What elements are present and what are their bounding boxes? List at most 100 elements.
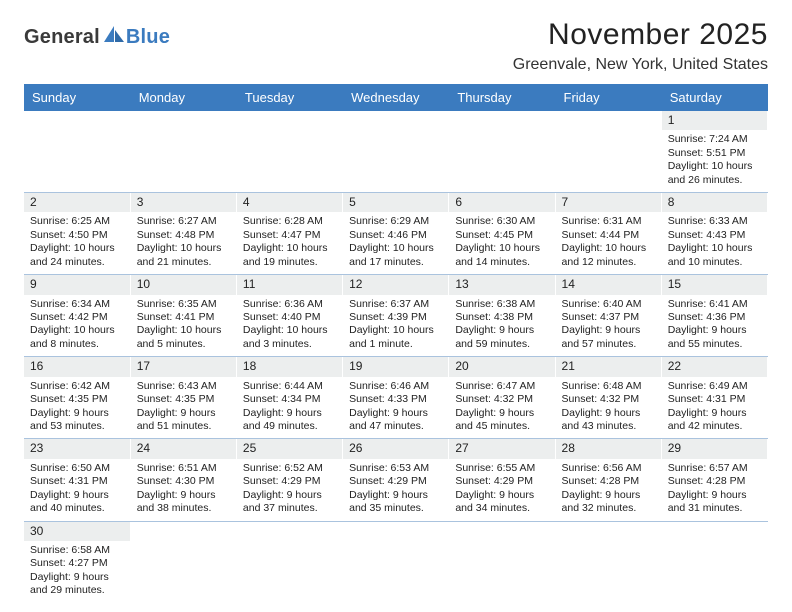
- page-subtitle: Greenvale, New York, United States: [513, 56, 768, 74]
- sunset-text: Sunset: 4:33 PM: [349, 393, 442, 406]
- daylight-text: Daylight: 10 hours and 1 minute.: [349, 324, 442, 351]
- calendar-day-cell: 23Sunrise: 6:50 AMSunset: 4:31 PMDayligh…: [24, 439, 130, 521]
- calendar-table: Sunday Monday Tuesday Wednesday Thursday…: [24, 84, 768, 603]
- calendar-day-cell: 24Sunrise: 6:51 AMSunset: 4:30 PMDayligh…: [130, 439, 236, 521]
- logo: General Blue: [24, 18, 170, 49]
- calendar-day-cell: .: [449, 521, 555, 603]
- day-body: Sunrise: 6:37 AMSunset: 4:39 PMDaylight:…: [343, 295, 448, 357]
- calendar-day-cell: .: [343, 111, 449, 193]
- sunset-text: Sunset: 4:32 PM: [562, 393, 655, 406]
- calendar-day-cell: .: [343, 521, 449, 603]
- daylight-text: Daylight: 10 hours and 10 minutes.: [668, 242, 761, 269]
- calendar-day-cell: .: [130, 521, 236, 603]
- day-body: Sunrise: 6:57 AMSunset: 4:28 PMDaylight:…: [662, 459, 767, 521]
- calendar-day-cell: 7Sunrise: 6:31 AMSunset: 4:44 PMDaylight…: [555, 193, 661, 275]
- day-body: Sunrise: 6:27 AMSunset: 4:48 PMDaylight:…: [131, 212, 236, 274]
- sunrise-text: Sunrise: 6:44 AM: [243, 380, 336, 393]
- daylight-text: Daylight: 9 hours and 55 minutes.: [668, 324, 761, 351]
- sunrise-text: Sunrise: 6:58 AM: [30, 544, 124, 557]
- sunrise-text: Sunrise: 7:24 AM: [668, 133, 761, 146]
- calendar-day-cell: 14Sunrise: 6:40 AMSunset: 4:37 PMDayligh…: [555, 275, 661, 357]
- daylight-text: Daylight: 9 hours and 40 minutes.: [30, 489, 124, 516]
- day-number: 3: [131, 193, 236, 212]
- sunrise-text: Sunrise: 6:25 AM: [30, 215, 124, 228]
- day-body: Sunrise: 6:41 AMSunset: 4:36 PMDaylight:…: [662, 295, 767, 357]
- calendar-day-cell: .: [661, 521, 767, 603]
- daylight-text: Daylight: 10 hours and 26 minutes.: [668, 160, 761, 187]
- calendar-day-cell: 30Sunrise: 6:58 AMSunset: 4:27 PMDayligh…: [24, 521, 130, 603]
- day-body: Sunrise: 6:58 AMSunset: 4:27 PMDaylight:…: [24, 541, 130, 603]
- day-number: 16: [24, 357, 130, 376]
- sunrise-text: Sunrise: 6:50 AM: [30, 462, 124, 475]
- day-number: 12: [343, 275, 448, 294]
- daylight-text: Daylight: 10 hours and 19 minutes.: [243, 242, 336, 269]
- day-number: 10: [131, 275, 236, 294]
- day-number: 9: [24, 275, 130, 294]
- sunset-text: Sunset: 4:32 PM: [455, 393, 548, 406]
- calendar-day-cell: 20Sunrise: 6:47 AMSunset: 4:32 PMDayligh…: [449, 357, 555, 439]
- weekday-header: Thursday: [449, 84, 555, 111]
- sunrise-text: Sunrise: 6:38 AM: [455, 298, 548, 311]
- logo-sail-icon: [102, 24, 126, 49]
- sunrise-text: Sunrise: 6:42 AM: [30, 380, 124, 393]
- sunrise-text: Sunrise: 6:40 AM: [562, 298, 655, 311]
- daylight-text: Daylight: 9 hours and 59 minutes.: [455, 324, 548, 351]
- day-body: Sunrise: 6:44 AMSunset: 4:34 PMDaylight:…: [237, 377, 342, 439]
- sunset-text: Sunset: 4:30 PM: [137, 475, 230, 488]
- daylight-text: Daylight: 9 hours and 31 minutes.: [668, 489, 761, 516]
- calendar-day-cell: 26Sunrise: 6:53 AMSunset: 4:29 PMDayligh…: [343, 439, 449, 521]
- day-number: 1: [662, 111, 767, 130]
- sunrise-text: Sunrise: 6:28 AM: [243, 215, 336, 228]
- daylight-text: Daylight: 9 hours and 37 minutes.: [243, 489, 336, 516]
- day-body: Sunrise: 6:30 AMSunset: 4:45 PMDaylight:…: [449, 212, 554, 274]
- calendar-week-row: 16Sunrise: 6:42 AMSunset: 4:35 PMDayligh…: [24, 357, 768, 439]
- weekday-header: Saturday: [661, 84, 767, 111]
- day-number: 13: [449, 275, 554, 294]
- daylight-text: Daylight: 9 hours and 38 minutes.: [137, 489, 230, 516]
- sunrise-text: Sunrise: 6:49 AM: [668, 380, 761, 393]
- daylight-text: Daylight: 10 hours and 5 minutes.: [137, 324, 230, 351]
- day-number: 28: [556, 439, 661, 458]
- sunrise-text: Sunrise: 6:34 AM: [30, 298, 124, 311]
- calendar-day-cell: 18Sunrise: 6:44 AMSunset: 4:34 PMDayligh…: [236, 357, 342, 439]
- day-body: Sunrise: 6:29 AMSunset: 4:46 PMDaylight:…: [343, 212, 448, 274]
- sunset-text: Sunset: 4:47 PM: [243, 229, 336, 242]
- calendar-day-cell: 1Sunrise: 7:24 AMSunset: 5:51 PMDaylight…: [661, 111, 767, 193]
- weekday-header: Friday: [555, 84, 661, 111]
- calendar-day-cell: .: [236, 111, 342, 193]
- day-body: Sunrise: 6:31 AMSunset: 4:44 PMDaylight:…: [556, 212, 661, 274]
- sunrise-text: Sunrise: 6:52 AM: [243, 462, 336, 475]
- day-body: Sunrise: 6:47 AMSunset: 4:32 PMDaylight:…: [449, 377, 554, 439]
- day-number: 27: [449, 439, 554, 458]
- sunset-text: Sunset: 4:34 PM: [243, 393, 336, 406]
- calendar-day-cell: 22Sunrise: 6:49 AMSunset: 4:31 PMDayligh…: [661, 357, 767, 439]
- sunset-text: Sunset: 4:39 PM: [349, 311, 442, 324]
- calendar-day-cell: .: [449, 111, 555, 193]
- sunrise-text: Sunrise: 6:53 AM: [349, 462, 442, 475]
- sunrise-text: Sunrise: 6:37 AM: [349, 298, 442, 311]
- sunset-text: Sunset: 4:41 PM: [137, 311, 230, 324]
- daylight-text: Daylight: 9 hours and 29 minutes.: [30, 571, 124, 598]
- sunrise-text: Sunrise: 6:31 AM: [562, 215, 655, 228]
- day-body: Sunrise: 6:43 AMSunset: 4:35 PMDaylight:…: [131, 377, 236, 439]
- daylight-text: Daylight: 9 hours and 32 minutes.: [562, 489, 655, 516]
- day-body: Sunrise: 6:40 AMSunset: 4:37 PMDaylight:…: [556, 295, 661, 357]
- day-number: 25: [237, 439, 342, 458]
- day-number: 29: [662, 439, 767, 458]
- sunrise-text: Sunrise: 6:29 AM: [349, 215, 442, 228]
- day-number: 20: [449, 357, 554, 376]
- day-number: 6: [449, 193, 554, 212]
- day-body: Sunrise: 6:51 AMSunset: 4:30 PMDaylight:…: [131, 459, 236, 521]
- calendar-day-cell: 19Sunrise: 6:46 AMSunset: 4:33 PMDayligh…: [343, 357, 449, 439]
- calendar-day-cell: 28Sunrise: 6:56 AMSunset: 4:28 PMDayligh…: [555, 439, 661, 521]
- daylight-text: Daylight: 9 hours and 35 minutes.: [349, 489, 442, 516]
- calendar-day-cell: .: [130, 111, 236, 193]
- day-body: Sunrise: 6:42 AMSunset: 4:35 PMDaylight:…: [24, 377, 130, 439]
- sunrise-text: Sunrise: 6:57 AM: [668, 462, 761, 475]
- sunset-text: Sunset: 4:29 PM: [455, 475, 548, 488]
- daylight-text: Daylight: 10 hours and 3 minutes.: [243, 324, 336, 351]
- sunset-text: Sunset: 4:35 PM: [30, 393, 124, 406]
- calendar-day-cell: 25Sunrise: 6:52 AMSunset: 4:29 PMDayligh…: [236, 439, 342, 521]
- calendar-day-cell: .: [555, 111, 661, 193]
- calendar-day-cell: 9Sunrise: 6:34 AMSunset: 4:42 PMDaylight…: [24, 275, 130, 357]
